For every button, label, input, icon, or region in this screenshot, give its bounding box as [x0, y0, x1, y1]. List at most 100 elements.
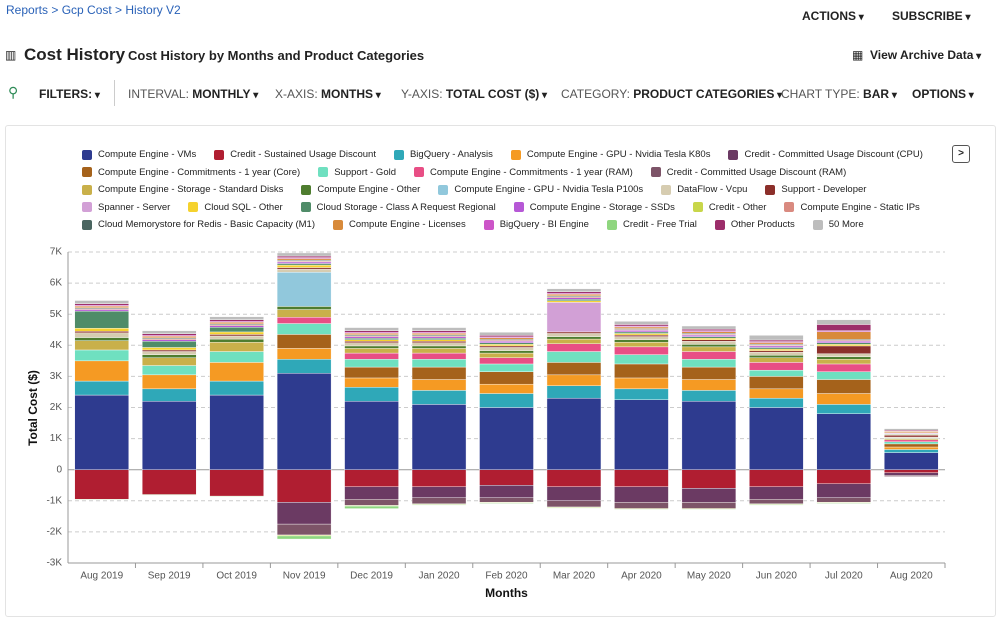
bar-segment — [277, 359, 331, 373]
bar-segment — [614, 332, 668, 334]
bar-segment — [682, 335, 736, 337]
bar-segment — [614, 327, 668, 329]
bar-segment — [682, 401, 736, 469]
y-tick-label: -2K — [46, 527, 62, 538]
bar-segment — [142, 331, 196, 334]
bar-segment — [817, 380, 871, 394]
bar-segment — [277, 317, 331, 323]
bar-segment — [277, 502, 331, 524]
bar-segment — [480, 344, 534, 346]
bar-segment — [749, 352, 803, 355]
bar-segment — [412, 338, 466, 340]
bar-segment — [345, 401, 399, 469]
bar-segment — [480, 351, 534, 353]
bar-segment — [884, 447, 938, 449]
y-tick-label: 5K — [50, 309, 63, 320]
bar-segment — [75, 395, 129, 470]
bar-segment — [277, 373, 331, 469]
bar-segment — [75, 350, 129, 361]
bar-segment — [210, 336, 264, 339]
bar-segment — [614, 389, 668, 400]
bar-segment — [277, 348, 331, 359]
bar-segment — [614, 340, 668, 342]
bar-segment — [682, 332, 736, 334]
bar-segment — [142, 358, 196, 366]
toolbar-item[interactable]: X-AXIS: MONTHS — [275, 87, 381, 101]
bar-segment — [614, 509, 668, 510]
toolbar-item[interactable]: Y-AXIS: TOTAL COST ($) — [401, 87, 547, 101]
bar-segment — [210, 326, 264, 328]
bar-segment — [277, 259, 331, 261]
bar-segment — [749, 487, 803, 499]
x-tick-label: Aug 2019 — [80, 571, 123, 582]
bar-segment — [749, 470, 803, 487]
bar-segment — [817, 498, 871, 503]
bar-segment — [547, 352, 601, 363]
bar-segment — [749, 347, 803, 349]
bar-segment — [345, 353, 399, 359]
bar-segment — [547, 292, 601, 294]
bar-segment — [480, 353, 534, 358]
bar-segment — [749, 355, 803, 357]
bar-segment — [547, 301, 601, 303]
bar-segment — [345, 343, 399, 346]
bar-segment — [142, 340, 196, 342]
bar-segment — [412, 390, 466, 404]
y-tick-label: 0 — [56, 464, 62, 475]
bar-segment — [682, 380, 736, 391]
bar-segment — [412, 404, 466, 469]
toolbar-label: CHART TYPE: — [781, 87, 860, 101]
bar-segment — [614, 342, 668, 347]
bar-segment — [412, 367, 466, 379]
bar-segment — [210, 342, 264, 351]
bar-segment — [142, 389, 196, 401]
bar-segment — [749, 398, 803, 407]
bar-segment — [75, 499, 129, 500]
bar-segment — [277, 324, 331, 335]
bar-segment — [480, 384, 534, 393]
bar-segment — [210, 470, 264, 496]
toolbar-label: INTERVAL: — [128, 87, 189, 101]
bar-segment — [75, 306, 129, 308]
bar-segment — [142, 334, 196, 336]
bar-segment — [817, 354, 871, 357]
toolbar-item[interactable]: CHART TYPE: BAR — [781, 87, 897, 101]
x-tick-label: Feb 2020 — [485, 571, 528, 582]
bar-segment — [480, 358, 534, 364]
toolbar-item[interactable]: CATEGORY: PRODUCT CATEGORIES — [561, 87, 782, 101]
bar-segment — [749, 499, 803, 504]
bar-segment — [75, 311, 129, 328]
bar-segment — [547, 298, 601, 300]
bar-segment — [749, 346, 803, 348]
bar-segment — [412, 346, 466, 348]
bar-segment — [277, 470, 331, 503]
bar-segment — [884, 470, 938, 473]
bar-segment — [547, 289, 601, 292]
bar-segment — [817, 344, 871, 346]
bar-segment — [75, 470, 129, 500]
x-tick-label: Jan 2020 — [418, 571, 460, 582]
bar-segment — [614, 347, 668, 355]
toolbar-label: CATEGORY: — [561, 87, 630, 101]
toolbar-item[interactable]: INTERVAL: MONTHLY — [128, 87, 258, 101]
bar-segment — [277, 264, 331, 266]
bar-segment — [547, 398, 601, 470]
bar-segment — [547, 294, 601, 296]
bar-segment — [480, 346, 534, 348]
bar-segment — [614, 355, 668, 364]
bar-segment — [210, 327, 264, 332]
bar-segment — [884, 453, 938, 470]
bar-segment — [142, 355, 196, 358]
bar-segment — [210, 496, 264, 497]
x-tick-label: Dec 2019 — [350, 571, 393, 582]
bar-segment — [547, 508, 601, 509]
bar-segment — [75, 338, 129, 341]
bar-segment — [345, 328, 399, 331]
bar-segment — [412, 487, 466, 498]
bar-segment — [480, 347, 534, 350]
bar-segment — [749, 505, 803, 506]
bar-segment — [749, 358, 803, 363]
bar-segment — [547, 375, 601, 386]
bar-segment — [210, 339, 264, 342]
bar-segment — [345, 333, 399, 335]
